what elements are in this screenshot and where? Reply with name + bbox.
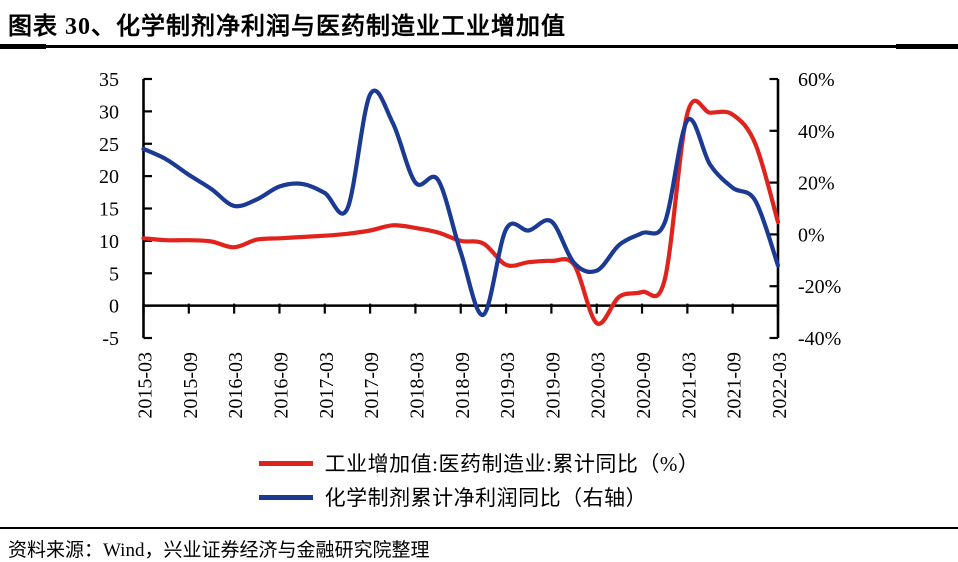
left-axis-tick-label: 10 <box>99 231 119 253</box>
left-axis-tick-label: 15 <box>99 199 119 221</box>
right-axis-tick-label: -40% <box>798 328 841 350</box>
left-axis-tick-label: 30 <box>99 101 119 123</box>
title-divider-thick-right <box>896 44 958 49</box>
legend-item-industrial-added-value: 工业增加值:医药制造业:累计同比（%） <box>258 446 700 480</box>
figure-title: 图表 30、化学制剂净利润与医药制造业工业增加值 <box>8 14 566 40</box>
chart-legend-inner: 工业增加值:医药制造业:累计同比（%） 化学制剂累计净利润同比（右轴） <box>258 446 700 514</box>
x-axis-tick-label: 2022-03 <box>769 352 791 419</box>
source-divider: 资料来源：Wind，兴业证券经济与金融研究院整理 <box>0 527 958 562</box>
chart-canvas: 35 30 25 20 15 10 5 0 -5 60% 40% 20% 0% -20% -40% 2015-… <box>0 60 958 445</box>
x-axis-tick-label: 2019-09 <box>542 352 564 419</box>
x-axis-tick-label: 2016-03 <box>225 352 247 419</box>
x-axis-tick-label: 2018-03 <box>406 352 428 419</box>
x-axis-tick-label: 2019-03 <box>497 352 519 419</box>
source-note: 资料来源：Wind，兴业证券经济与金融研究院整理 <box>8 540 430 561</box>
x-axis-tick-label: 2018-09 <box>452 352 474 419</box>
legend-label-red: 工业增加值:医药制造业:累计同比（%） <box>324 452 700 476</box>
right-axis-tick-label: -20% <box>798 276 841 298</box>
title-divider-thick-left <box>0 44 46 49</box>
left-axis-tick-label: 25 <box>99 134 119 156</box>
legend-item-chemical-net-profit: 化学制剂累计净利润同比（右轴） <box>258 480 648 514</box>
right-axis-tick-label: 0% <box>798 224 825 246</box>
left-axis-tick-label: 35 <box>99 69 119 91</box>
blue-line-series <box>141 88 781 317</box>
legend-swatch-blue-line <box>258 494 313 500</box>
legend-swatch-red-line <box>258 460 313 466</box>
left-axis-tick-label: 20 <box>99 166 119 188</box>
x-axis-tick-label: 2020-03 <box>588 352 610 419</box>
right-axis-tick-label: 60% <box>798 69 835 91</box>
x-axis-tick-label: 2016-09 <box>270 352 292 419</box>
right-axis-tick-label: 40% <box>798 121 835 143</box>
left-axis-tick-label: 5 <box>109 263 119 285</box>
title-divider <box>0 44 958 50</box>
x-axis-tick-label: 2017-09 <box>361 352 383 419</box>
title-divider-line <box>0 45 958 48</box>
x-axis-tick-label: 2020-09 <box>633 352 655 419</box>
chart-legend: 工业增加值:医药制造业:累计同比（%） 化学制剂累计净利润同比（右轴） <box>0 446 958 514</box>
x-axis-tick-label: 2021-03 <box>678 352 700 419</box>
x-axis-tick-label: 2021-09 <box>724 352 746 419</box>
dual-axis-line-chart: 35 30 25 20 15 10 5 0 -5 60% 40% 20% 0% -20% -40% 2015-… <box>99 69 841 419</box>
right-axis-tick-label: 20% <box>798 173 835 195</box>
x-axis-tick-label: 2015-09 <box>180 352 202 419</box>
legend-label-blue: 化学制剂累计净利润同比（右轴） <box>324 486 648 510</box>
x-axis-tick-label: 2015-03 <box>135 352 157 419</box>
left-axis-tick-label: 0 <box>109 296 119 318</box>
left-axis-tick-label: -5 <box>102 328 119 350</box>
x-axis-tick-label: 2017-03 <box>316 352 338 419</box>
red-line-series <box>141 98 781 326</box>
axes: 35 30 25 20 15 10 5 0 -5 60% 40% 20% 0% -20% -40% 2015-… <box>99 69 841 419</box>
